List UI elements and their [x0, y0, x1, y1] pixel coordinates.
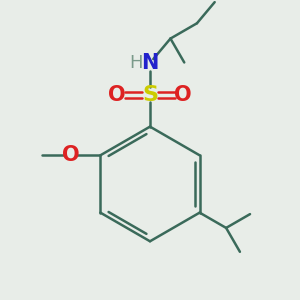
- Text: O: O: [62, 145, 80, 165]
- Text: H: H: [130, 54, 143, 72]
- Text: S: S: [142, 85, 158, 105]
- Text: O: O: [174, 85, 192, 105]
- Text: N: N: [141, 53, 159, 73]
- Text: O: O: [108, 85, 126, 105]
